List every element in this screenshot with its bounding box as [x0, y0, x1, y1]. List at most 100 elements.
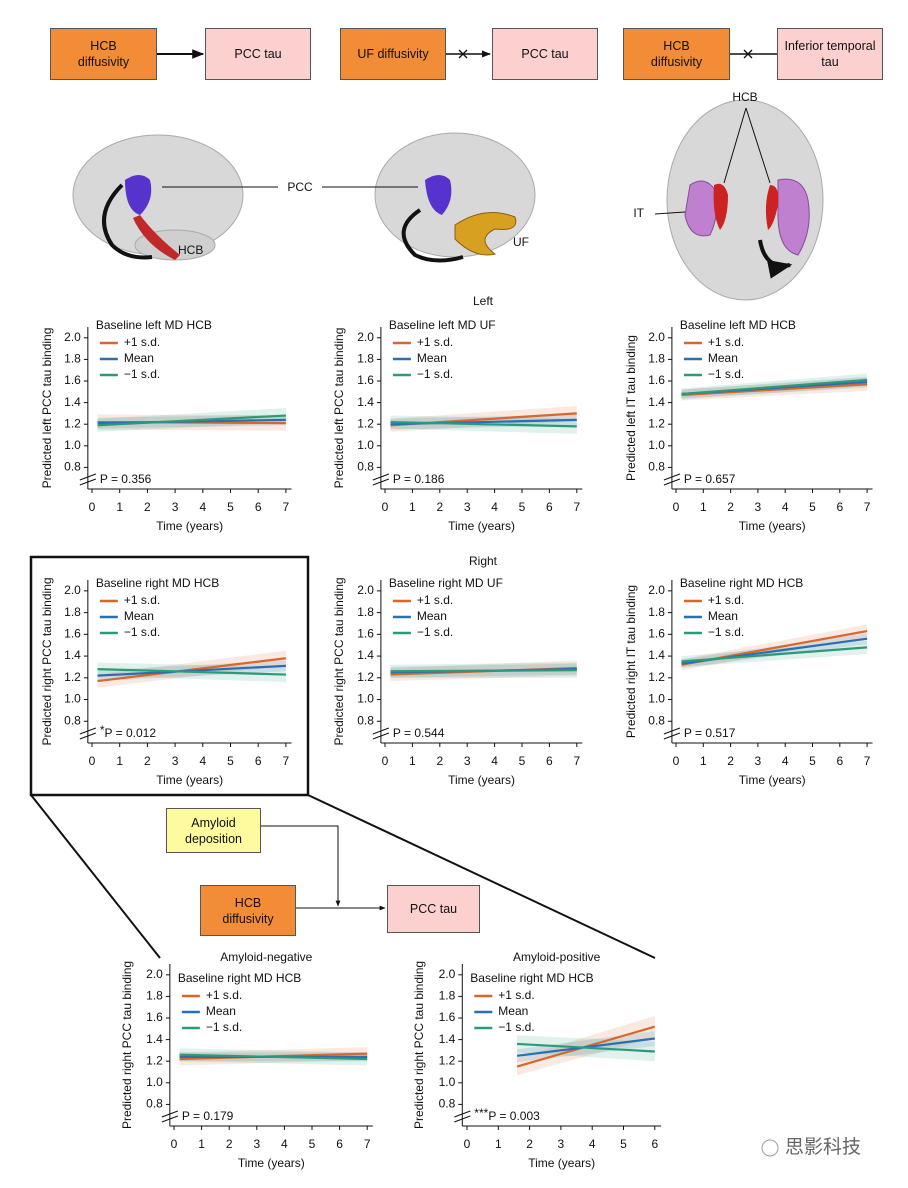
y-tick-label: 1.4 — [64, 648, 81, 662]
y-tick-label: 1.8 — [357, 605, 374, 619]
chart-heading: Amyloid-positive — [513, 950, 601, 964]
x-tick-label: 4 — [491, 500, 498, 514]
x-tick-label: 2 — [436, 754, 443, 768]
x-tick-label: 6 — [255, 754, 262, 768]
x-tick-label: 4 — [782, 754, 789, 768]
y-tick-label: 1.2 — [648, 670, 665, 684]
diagram-box: UF diffusivity — [340, 28, 446, 80]
y-tick-label: 1.2 — [648, 416, 665, 430]
y-tick-label: 1.2 — [146, 1053, 163, 1067]
no-effect-mark — [743, 49, 753, 59]
legend-label: −1 s.d. — [206, 1020, 242, 1034]
x-tick-label: 6 — [546, 500, 553, 514]
x-tick-label: 2 — [526, 1137, 533, 1151]
x-tick-label: 1 — [409, 754, 416, 768]
y-tick-label: 1.6 — [146, 1010, 163, 1024]
y-axis-label: Predicted left IT tau binding — [624, 335, 638, 481]
legend-label: −1 s.d. — [124, 367, 160, 381]
trend-line — [97, 668, 286, 676]
p-value-text: P = 0.003 — [488, 1109, 540, 1123]
y-axis-label: Predicted right PCC tau binding — [40, 577, 54, 745]
axis-break — [79, 727, 97, 740]
x-tick-label: 1 — [198, 1137, 205, 1151]
y-tick-label: 1.6 — [439, 1010, 456, 1024]
y-axis-label: Predicted left PCC tau binding — [332, 328, 346, 489]
trend-line — [179, 1053, 368, 1061]
y-tick-label: 2.0 — [439, 967, 456, 981]
trend-line — [681, 383, 868, 397]
x-tick-label: 7 — [864, 754, 871, 768]
y-tick-label: 0.8 — [648, 460, 665, 474]
x-tick-label: 0 — [673, 500, 680, 514]
y-tick-label: 1.4 — [648, 395, 665, 409]
legend-label: −1 s.d. — [498, 1020, 534, 1034]
axis-break — [454, 1110, 471, 1123]
y-tick-label: 1.8 — [146, 989, 163, 1003]
x-tick-label: 1 — [700, 500, 707, 514]
x-tick-label: 7 — [573, 754, 580, 768]
y-tick-label: 1.2 — [357, 670, 374, 684]
legend-label: Mean — [498, 1004, 528, 1018]
y-tick-label: 1.6 — [648, 373, 665, 387]
x-tick-label: 4 — [589, 1137, 596, 1151]
legend-title: Baseline right MD UF — [389, 576, 503, 590]
section-label: Right — [469, 554, 498, 568]
y-tick-label: 1.4 — [146, 1032, 163, 1046]
trend-line — [390, 420, 577, 428]
legend-label: +1 s.d. — [498, 988, 534, 1002]
diagram-box: HCB diffusivity — [50, 28, 157, 80]
brain-label: IT — [633, 206, 644, 220]
p-value-text: P = 0.544 — [393, 726, 445, 740]
x-tick-label: 5 — [309, 1137, 316, 1151]
x-tick-label: 6 — [336, 1137, 343, 1151]
significance: * — [100, 723, 105, 737]
x-tick-label: 4 — [782, 500, 789, 514]
legend-label: −1 s.d. — [417, 625, 453, 639]
y-tick-label: 0.8 — [64, 713, 81, 727]
trend-line — [390, 669, 577, 673]
y-tick-label: 2.0 — [146, 967, 163, 981]
x-tick-label: 0 — [382, 500, 389, 514]
legend-label: −1 s.d. — [708, 625, 744, 639]
x-tick-label: 5 — [519, 500, 526, 514]
y-tick-label: 0.8 — [439, 1097, 456, 1111]
x-axis-label: Time (years) — [156, 773, 223, 787]
legend-label: −1 s.d. — [417, 367, 453, 381]
trend-line — [681, 378, 868, 396]
x-axis-label: Time (years) — [739, 773, 806, 787]
legend-label: Mean — [124, 351, 154, 365]
y-tick-label: 1.0 — [357, 438, 374, 452]
y-tick-label: 1.0 — [648, 692, 665, 706]
x-tick-label: 3 — [172, 754, 179, 768]
x-tick-label: 3 — [464, 500, 471, 514]
x-axis-label: Time (years) — [238, 1156, 305, 1170]
legend-label: +1 s.d. — [417, 335, 453, 349]
watermark-icon — [761, 1139, 779, 1157]
y-tick-label: 1.0 — [648, 438, 665, 452]
x-axis-label: Time (years) — [448, 773, 515, 787]
y-tick-label: 1.6 — [64, 627, 81, 641]
y-tick-label: 0.8 — [648, 713, 665, 727]
y-axis-label: Predicted right PCC tau binding — [412, 961, 426, 1129]
x-tick-label: 5 — [519, 754, 526, 768]
diagram-box: HCB diffusivity — [623, 28, 730, 80]
x-tick-label: 4 — [281, 1137, 288, 1151]
p-value: P = 0.657 — [684, 472, 736, 486]
y-tick-label: 1.4 — [648, 648, 665, 662]
p-value-text: P = 0.186 — [393, 472, 445, 486]
x-tick-label: 0 — [464, 1137, 471, 1151]
pointer-line — [745, 107, 771, 184]
axis-break — [161, 1110, 179, 1123]
y-tick-label: 2.0 — [64, 583, 81, 597]
x-tick-label: 2 — [144, 754, 151, 768]
legend-label: +1 s.d. — [206, 988, 242, 1002]
trend-line — [97, 414, 286, 427]
x-axis-label: Time (years) — [448, 519, 515, 533]
y-axis-label: Predicted right PCC tau binding — [120, 961, 134, 1129]
x-tick-label: 5 — [809, 754, 816, 768]
p-value-text: P = 0.657 — [684, 472, 736, 486]
x-tick-label: 3 — [755, 754, 762, 768]
legend-label: +1 s.d. — [417, 593, 453, 607]
p-value: P = 0.517 — [684, 726, 736, 740]
p-value: P = 0.186 — [393, 472, 445, 486]
